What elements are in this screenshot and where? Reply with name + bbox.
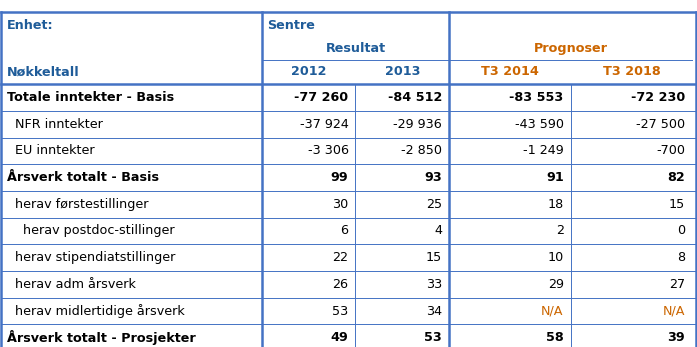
Text: 22: 22 [332, 251, 348, 264]
Text: NFR inntekter: NFR inntekter [7, 118, 103, 131]
Text: 8: 8 [677, 251, 685, 264]
Text: 53: 53 [424, 331, 442, 344]
Text: 39: 39 [668, 331, 685, 344]
Text: 2: 2 [556, 225, 564, 237]
Text: 33: 33 [426, 278, 442, 291]
Text: 49: 49 [330, 331, 348, 344]
Text: 27: 27 [669, 278, 685, 291]
Text: -43 590: -43 590 [514, 118, 564, 131]
Text: herav midlertidige årsverk: herav midlertidige årsverk [7, 304, 185, 318]
Text: herav førstestillinger: herav førstestillinger [7, 198, 148, 211]
Text: 15: 15 [426, 251, 442, 264]
Text: -700: -700 [656, 144, 685, 158]
Text: 34: 34 [426, 305, 442, 318]
Text: 2012: 2012 [291, 65, 326, 78]
Text: 53: 53 [332, 305, 348, 318]
Text: 30: 30 [332, 198, 348, 211]
Text: Enhet:: Enhet: [7, 19, 54, 32]
Text: herav postdoc-stillinger: herav postdoc-stillinger [7, 225, 174, 237]
Text: N/A: N/A [663, 305, 685, 318]
Text: Årsverk totalt - Prosjekter: Årsverk totalt - Prosjekter [7, 330, 196, 345]
Text: -1 249: -1 249 [523, 144, 564, 158]
Text: -37 924: -37 924 [300, 118, 348, 131]
Text: EU inntekter: EU inntekter [7, 144, 95, 158]
Text: -2 850: -2 850 [401, 144, 442, 158]
Text: 29: 29 [548, 278, 564, 291]
Text: Resultat: Resultat [325, 42, 385, 55]
Text: 6: 6 [341, 225, 348, 237]
Text: 10: 10 [547, 251, 564, 264]
Text: Prognoser: Prognoser [534, 42, 608, 55]
Text: -3 306: -3 306 [307, 144, 348, 158]
Text: 91: 91 [546, 171, 564, 184]
Text: 0: 0 [677, 225, 685, 237]
Text: -84 512: -84 512 [388, 91, 442, 104]
Text: 93: 93 [424, 171, 442, 184]
Text: -83 553: -83 553 [510, 91, 564, 104]
Text: Totale inntekter - Basis: Totale inntekter - Basis [7, 91, 174, 104]
Text: 15: 15 [669, 198, 685, 211]
Text: herav stipendiatstillinger: herav stipendiatstillinger [7, 251, 176, 264]
Text: 2013: 2013 [385, 65, 420, 78]
Text: -77 260: -77 260 [294, 91, 348, 104]
Text: herav adm årsverk: herav adm årsverk [7, 278, 136, 291]
Text: 99: 99 [331, 171, 348, 184]
Text: Nøkkeltall: Nøkkeltall [7, 65, 79, 78]
Text: T3 2014: T3 2014 [481, 65, 539, 78]
Text: 18: 18 [547, 198, 564, 211]
Text: T3 2018: T3 2018 [602, 65, 660, 78]
Text: 58: 58 [546, 331, 564, 344]
Text: -27 500: -27 500 [636, 118, 685, 131]
Text: 25: 25 [426, 198, 442, 211]
Text: -29 936: -29 936 [394, 118, 442, 131]
Text: 26: 26 [332, 278, 348, 291]
Text: 4: 4 [434, 225, 442, 237]
Text: Sentre: Sentre [267, 19, 315, 32]
Text: N/A: N/A [541, 305, 564, 318]
Text: Årsverk totalt - Basis: Årsverk totalt - Basis [7, 171, 159, 184]
Text: -72 230: -72 230 [631, 91, 685, 104]
Text: 82: 82 [668, 171, 685, 184]
